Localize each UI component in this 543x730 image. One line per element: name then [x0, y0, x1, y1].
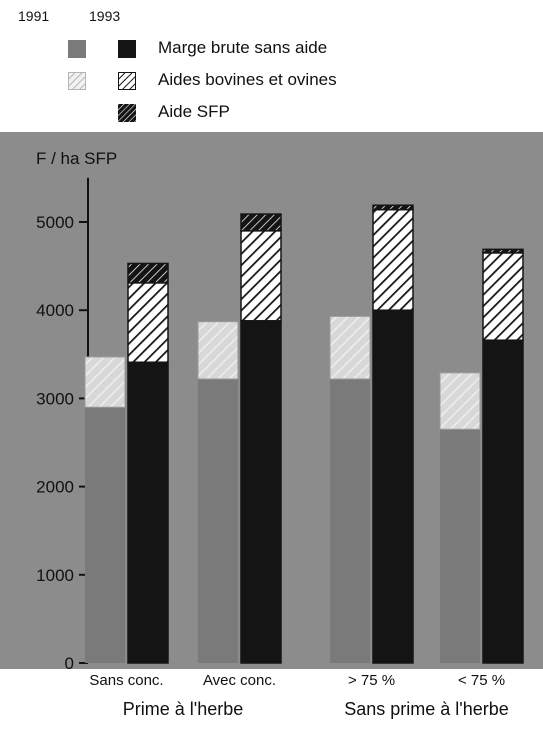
legend-label-aides: Aides bovines et ovines — [158, 70, 337, 89]
legend: 1991 1993 Marge brute sans aide Aides bo… — [0, 0, 543, 132]
bar-1991-segment — [85, 407, 125, 663]
bar-1991-segment — [330, 378, 370, 663]
chart-area: F / ha SFP 0 1000 2000 3000 4000 5000 Sans co… — [0, 132, 543, 725]
bar-1993-segment — [482, 339, 524, 664]
x-group-label: Sans prime à l'herbe — [344, 699, 509, 719]
x-tick-label: Sans conc. — [89, 672, 163, 689]
x-tick-label: > 75 % — [348, 672, 395, 689]
y-tick-label: 4000 — [36, 301, 74, 320]
y-axis-label: F / ha SFP — [36, 149, 117, 168]
legend-swatch-1991-marge — [68, 40, 86, 58]
bar-1991-segment — [197, 321, 239, 380]
bar-1991-segment — [198, 378, 238, 663]
x-tick-label: Avec conc. — [203, 672, 276, 689]
bar-1993-segment — [372, 208, 414, 311]
bar-1993-segment — [127, 361, 169, 664]
x-axis-labels: Sans conc. Avec conc. > 75 % < 75 % Prime à … — [89, 672, 508, 719]
legend-swatch-1991-aides — [68, 72, 86, 90]
x-axis-label-band — [0, 669, 543, 725]
legend-year-1991: 1991 — [18, 8, 50, 24]
bar-1991-segment — [84, 356, 126, 408]
bars — [84, 204, 524, 664]
y-tick-label: 2000 — [36, 478, 74, 497]
bar-1993-segment — [372, 309, 414, 664]
y-tick-label: 3000 — [36, 389, 74, 408]
bar-1991-segment — [439, 372, 481, 430]
bar-1993-segment — [372, 204, 414, 211]
legend-swatch-1993-aides — [118, 72, 136, 90]
legend-year-1993: 1993 — [89, 8, 121, 24]
bar-1993-segment — [240, 320, 282, 664]
stacked-bar-chart: F / ha SFP 0 1000 2000 3000 4000 5000 Sans co… — [0, 132, 543, 725]
legend-swatch-1993-marge — [118, 40, 136, 58]
y-tick-label: 5000 — [36, 213, 74, 232]
legend-swatch-1993-sfp — [118, 104, 136, 122]
bar-1993-segment — [127, 262, 169, 284]
bar-1993-segment — [482, 248, 524, 254]
x-group-label: Prime à l'herbe — [123, 699, 244, 719]
bar-1991-segment — [440, 429, 480, 663]
x-tick-label: < 75 % — [458, 672, 505, 689]
bar-1991-segment — [329, 315, 371, 380]
bar-1993-segment — [482, 252, 524, 341]
bar-1993-segment — [240, 230, 282, 322]
bar-1993-segment — [240, 213, 282, 232]
legend-label-sfp: Aide SFP — [158, 102, 230, 121]
y-tick-label: 1000 — [36, 566, 74, 585]
y-tick-label: 0 — [65, 654, 74, 673]
legend-label-marge: Marge brute sans aide — [158, 38, 328, 57]
bar-1993-segment — [127, 282, 169, 363]
